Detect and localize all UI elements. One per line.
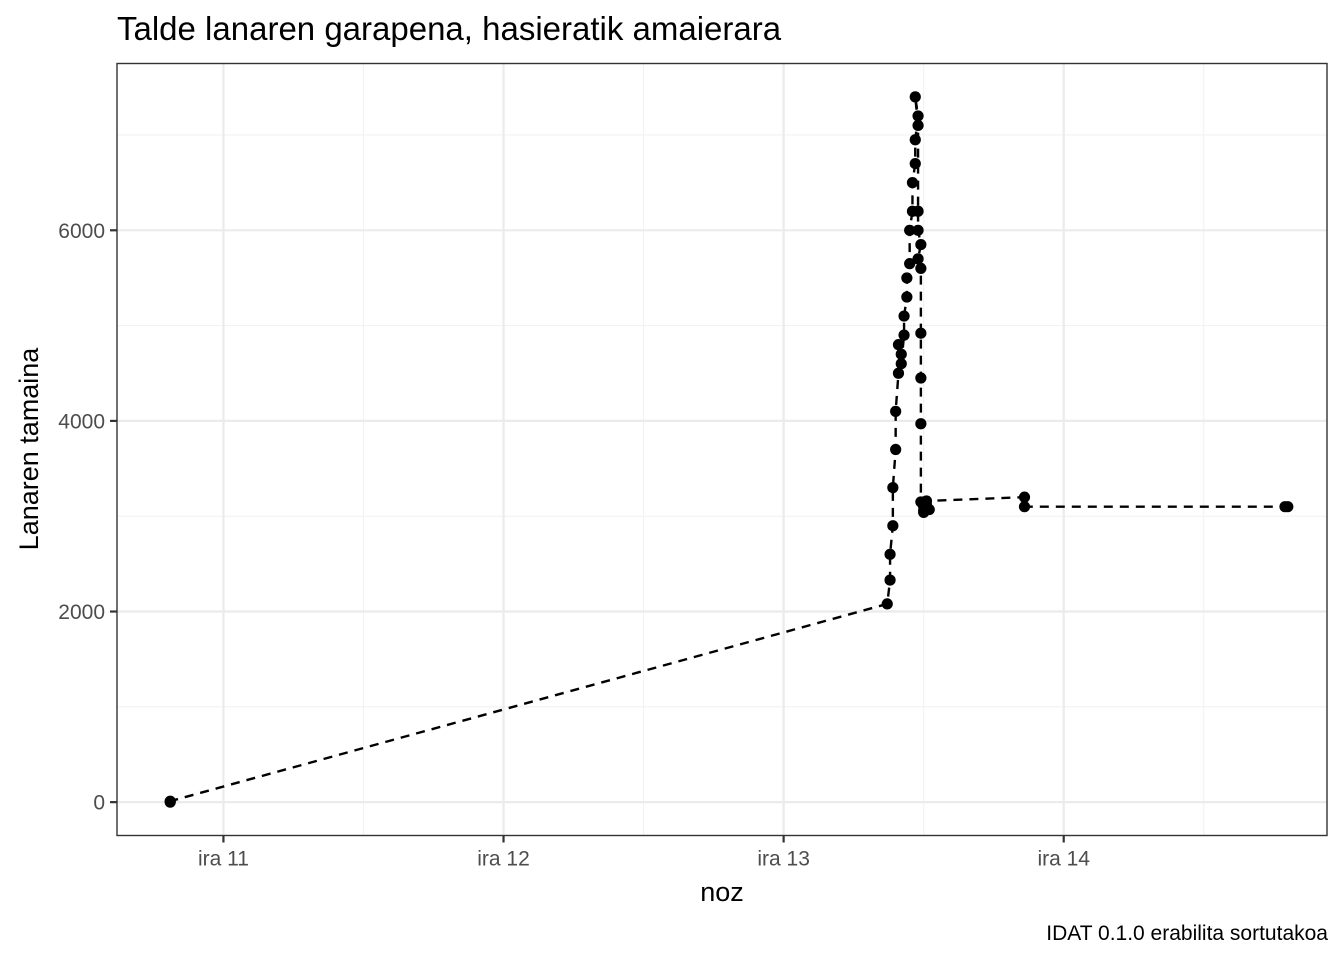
data-point-0-4	[884, 548, 896, 560]
data-point-0-21	[909, 157, 921, 170]
data-point-0-45	[1282, 501, 1294, 513]
data-point-0-18	[904, 224, 916, 236]
y-tick-label-2: 4000	[58, 410, 105, 433]
data-point-0-15	[901, 291, 913, 303]
data-point-0-1	[164, 795, 176, 807]
data-point-0-33	[915, 418, 927, 430]
y-tick-label-0: 0	[93, 792, 105, 815]
data-point-0-13	[898, 329, 910, 341]
chart-caption: IDAT 0.1.0 erabilita sortutakoa	[1046, 922, 1328, 945]
data-point-0-12	[895, 358, 907, 370]
x-axis-title: noz	[700, 877, 744, 907]
data-point-0-9	[892, 367, 905, 379]
y-tick-label-1: 2000	[58, 601, 105, 624]
x-tick-label-0: ira 11	[198, 848, 249, 871]
plot-panel-border	[116, 62, 1328, 837]
y-axis: 0 2000 4000 6000	[58, 220, 117, 815]
x-tick-label-3: ira 14	[1037, 848, 1090, 871]
data-point-0-6	[887, 482, 899, 494]
x-tick-label-2: ira 13	[757, 848, 810, 871]
series-line-0	[169, 96, 1288, 803]
y-axis-title: Lanaren tamaina	[14, 347, 44, 551]
data-point-0-5	[887, 520, 899, 532]
data-point-0-26	[912, 205, 924, 217]
data-point-0-23	[912, 110, 924, 122]
data-point-0-31	[915, 327, 927, 339]
data-point-0-40	[923, 503, 935, 516]
data-point-0-14	[898, 310, 910, 322]
data-point-0-30	[915, 262, 927, 275]
data-point-0-43	[1018, 501, 1031, 513]
data-point-0-20	[906, 177, 919, 189]
data-point-0-32	[915, 372, 927, 384]
data-point-0-27	[912, 224, 924, 236]
data-point-0-17	[904, 258, 916, 270]
chart-title: Talde lanaren garapena, hasieratik amaie…	[117, 10, 782, 47]
data-point-0-10	[892, 339, 905, 351]
y-tick-label-3: 6000	[58, 220, 105, 243]
data-point-0-24	[909, 91, 921, 103]
data-point-0-41	[920, 495, 933, 507]
data-point-0-3	[884, 574, 896, 586]
x-axis: ira 11 ira 12 ira 13 ira 14	[198, 835, 1090, 871]
data-point-0-29	[912, 253, 924, 265]
data-point-0-2	[881, 598, 893, 610]
data-point-0-28	[915, 238, 927, 251]
x-tick-label-1: ira 12	[477, 848, 530, 871]
data-point-0-42	[1018, 491, 1031, 503]
data-point-0-25	[912, 119, 924, 132]
data-point-0-11	[895, 348, 907, 360]
minor-gridlines	[117, 63, 1327, 836]
data-point-0-16	[901, 272, 913, 284]
data-point-0-7	[890, 443, 902, 456]
data-point-0-8	[890, 405, 902, 417]
series-layer	[164, 91, 1294, 808]
data-point-0-22	[909, 134, 921, 146]
major-gridlines	[117, 63, 1327, 836]
